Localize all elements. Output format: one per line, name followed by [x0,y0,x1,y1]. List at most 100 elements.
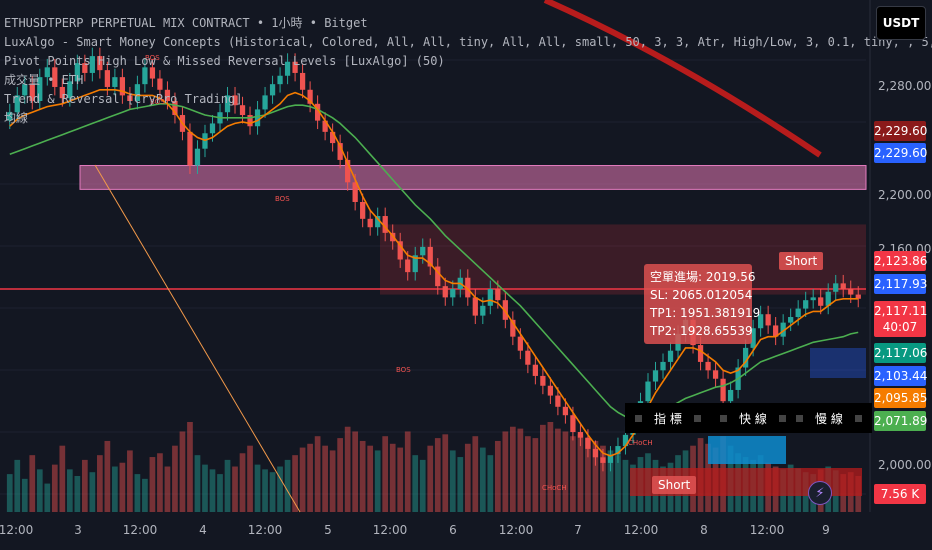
candle-body [405,259,411,273]
lightning-icon[interactable]: ⚡ [808,481,832,505]
candle-body [224,95,231,113]
indicator-moving-average[interactable]: 均線 [4,111,29,125]
indicator-pivot-points[interactable]: Pivot Points High Low & Missed Reversal … [4,54,445,68]
volume-bar [299,447,306,512]
diagonal-line [94,164,301,513]
price-label: 2,095.85 [874,388,927,408]
indicator-volume[interactable]: 成交量 • ETH [4,73,84,87]
candle-body [758,314,764,329]
time-tick: 12:00 [749,523,785,537]
price-tick: 2,200.00 [878,188,932,202]
indicator-trend-reversal[interactable]: Trend & Reversal [CryPro Trading] [4,92,243,106]
volume-bar [66,469,73,512]
candle-body [352,182,358,202]
candle-body [652,370,659,382]
symbol-title[interactable]: ETHUSDTPERP PERPETUAL MIX CONTRACT • 1小時… [4,16,368,30]
candle-body [727,389,734,402]
volume-bar [344,426,351,512]
candle-body [337,143,343,160]
legend-swatch [693,414,701,422]
time-tick: 12:00 [623,523,659,537]
candle-body [615,446,621,455]
ma-legend-slow: 慢 線 [786,403,872,433]
entry-line: 空單進場: 2019.56 [650,270,756,284]
volume-bar [570,436,576,512]
indicator-luxalgo-smc[interactable]: LuxAlgo - Smart Money Concepts (Historic… [4,35,932,49]
volume-bar [127,450,133,512]
legend-swatch [720,414,727,422]
volume-bar [262,469,268,512]
candle-body [810,297,816,301]
target-box [708,436,786,464]
volume-bar [59,445,66,512]
candle-body [600,457,606,463]
price-label: 40:07 [874,317,926,337]
legend-label: 慢 線 [815,411,843,426]
volume-bar [14,459,21,512]
candle-body [269,84,276,96]
ma-legend-indicator: 指 標 [625,403,721,433]
candle-body [788,317,794,323]
candle-body [480,305,486,316]
candle-body [435,266,441,287]
volume-bar [352,431,359,512]
price-label: 2,117.11 [874,301,927,321]
candle-body [232,95,238,106]
volume-bar [119,462,126,512]
time-tick: 12:00 [498,523,534,537]
candle-body [517,336,523,351]
volume-bar [179,431,186,512]
time-tick: 5 [324,523,332,537]
time-tick: 4 [199,523,207,537]
time-tick: 7 [574,523,582,537]
volume-bar [449,450,456,512]
volume-bar [502,431,509,512]
time-tick: 8 [700,523,708,537]
chart-header: ETHUSDTPERP PERPETUAL MIX CONTRACT • 1小時… [4,14,932,128]
candle-body [773,325,779,337]
volume-bar [21,478,28,512]
volume-bar [81,459,88,512]
volume-bar [142,478,148,512]
candle-body [134,84,141,101]
volume-bar [224,459,231,512]
candle-body [855,294,861,299]
structure-label: CHoCH [542,484,567,492]
price-label: 2,071.89 [874,411,927,431]
time-tick: 6 [449,523,457,537]
volume-bar [112,466,118,512]
legend-label: 快 線 [739,411,767,426]
candle-body [465,277,471,298]
candle-body [299,72,306,90]
candle-body [495,288,501,301]
candle-body [59,86,65,99]
candle-body [833,283,839,292]
candle-body [82,63,88,73]
candle-body [89,56,95,73]
time-tick: 9 [822,523,830,537]
candle-body [502,300,508,320]
price-label: 2,229.60 [874,143,927,163]
candle-body [157,78,163,90]
volume-bar [104,440,111,512]
volume-bar [172,445,178,512]
candle-body [52,67,58,87]
time-tick: 12:00 [247,523,283,537]
candle-body [585,437,591,449]
volume-bar [359,440,366,512]
candle-body [750,328,756,348]
currency-button[interactable]: USDT [876,6,926,40]
volume-bar [592,440,599,512]
candle-body [645,381,651,402]
legend-label: 指 標 [654,411,682,426]
candle-body [420,246,426,256]
candle-body [164,89,171,101]
structure-label: BOS [145,54,160,62]
structure-label: BOS [150,98,165,106]
ma-fast-line [9,89,859,457]
volume-bar [307,443,313,512]
candle-body [570,415,576,433]
volume-bar [464,443,471,512]
candle-body [172,100,178,116]
